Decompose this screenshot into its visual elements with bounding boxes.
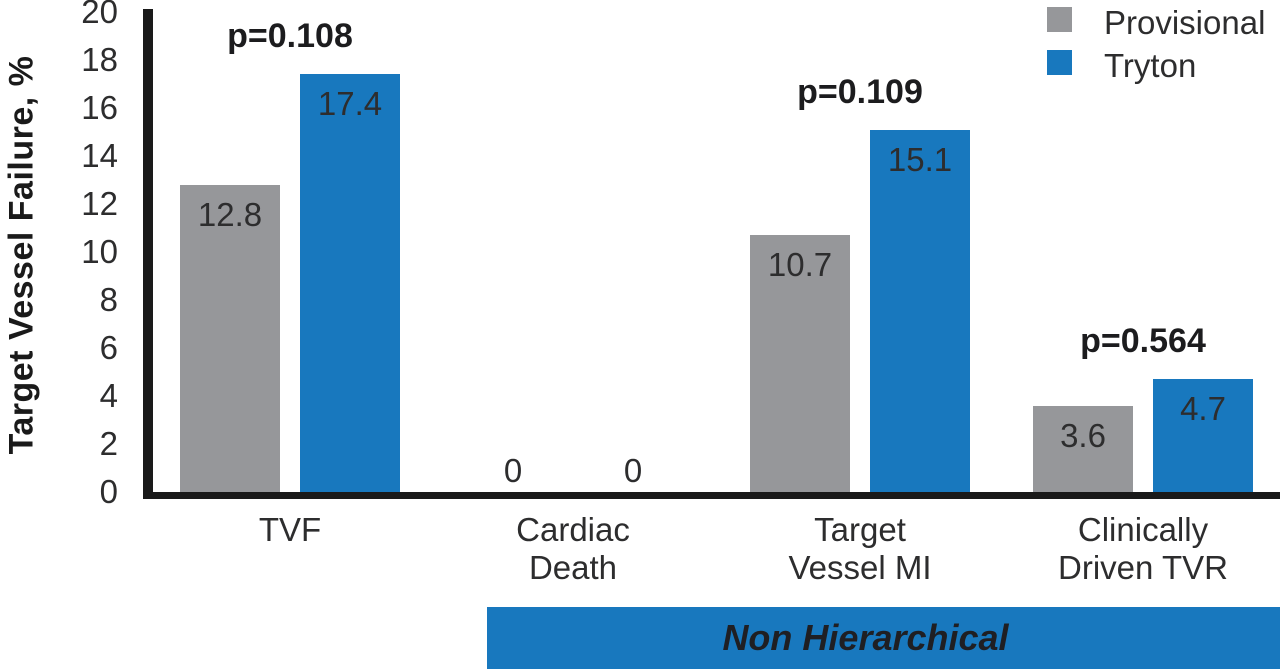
category-label-line: Vessel MI	[788, 549, 932, 586]
legend-swatch-tryton	[1047, 50, 1072, 75]
bar-tryton	[870, 129, 970, 492]
y-axis-line	[143, 9, 153, 499]
p-value-label: p=0.109	[797, 72, 923, 111]
bar-tryton	[1153, 379, 1253, 492]
bar-provisional	[180, 184, 280, 492]
y-tick-label: 4	[99, 377, 118, 414]
bar-value-label: 0	[623, 452, 643, 489]
category-label-line: Clinically	[1077, 511, 1209, 548]
y-tick-label: 18	[81, 41, 118, 78]
bar-value-label: 17.4	[317, 85, 383, 123]
y-tick-label: 10	[81, 233, 118, 270]
y-tick-label: 20	[81, 0, 118, 30]
category-label-line: TVF	[258, 511, 322, 548]
bar-provisional	[1033, 405, 1133, 492]
x-axis-line	[143, 492, 1280, 499]
bar-tryton	[300, 74, 400, 492]
bar-value-label: 0	[503, 452, 523, 489]
bar-value-label: 12.8	[197, 195, 263, 233]
y-tick-label: 16	[81, 89, 118, 126]
p-value-label: p=0.564	[1080, 322, 1206, 361]
bar-provisional	[750, 235, 850, 492]
legend-label-tryton: Tryton	[1104, 47, 1197, 84]
legend-label-provisional: Provisional	[1104, 4, 1266, 41]
category-label-line: Death	[528, 549, 618, 586]
bar-value-label: 3.6	[1060, 416, 1106, 454]
category-label: Clinically Driven TVR	[983, 511, 1280, 587]
y-tick-label: 6	[99, 329, 118, 366]
category-label-line: Target	[814, 511, 906, 548]
banner-label: Non Hierarchical	[722, 617, 1009, 658]
category-label: TVF	[130, 511, 450, 549]
category-label-line: Driven TVR	[1058, 549, 1228, 586]
category-label: Target Vessel MI	[700, 511, 1020, 587]
bar-value-label: 15.1	[887, 140, 953, 178]
y-tick-label: 12	[81, 185, 118, 222]
y-tick-label: 14	[81, 137, 118, 174]
y-tick-label: 0	[99, 473, 118, 510]
non-hierarchical-banner: Non Hierarchical	[487, 607, 1280, 669]
y-tick-label: 8	[99, 281, 118, 318]
legend-swatch-provisional	[1047, 7, 1072, 32]
y-tick-label: 2	[99, 425, 118, 462]
p-value-label: p=0.108	[227, 17, 353, 56]
category-label: Cardiac Death	[413, 511, 733, 587]
bar-value-label: 4.7	[1180, 390, 1226, 428]
bar-value-label: 10.7	[767, 246, 833, 284]
category-label-line: Cardiac	[516, 511, 630, 548]
